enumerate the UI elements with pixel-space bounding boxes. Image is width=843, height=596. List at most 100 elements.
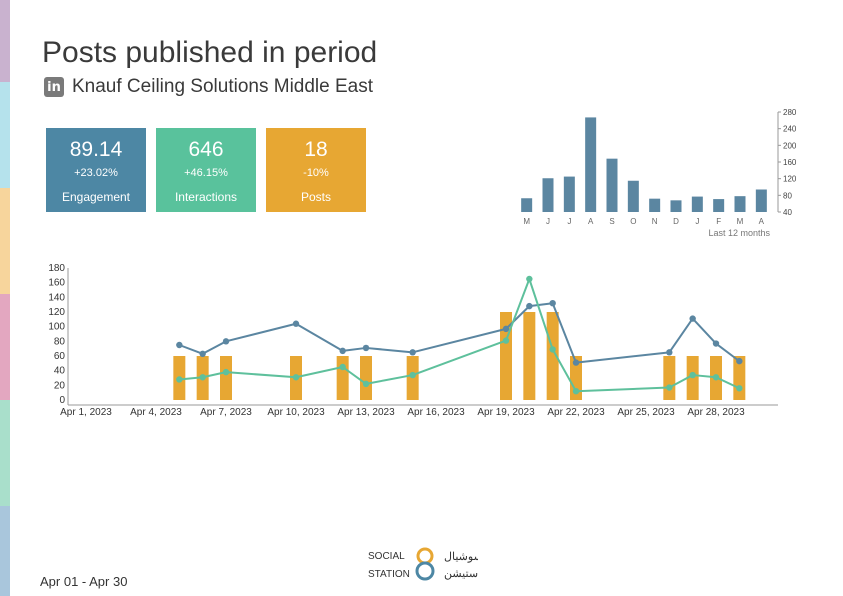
color-stripe — [0, 0, 10, 82]
series-point — [549, 346, 556, 353]
y-tick-label: 180 — [48, 263, 65, 274]
post-bar — [733, 356, 746, 400]
x-tick-label: D — [673, 217, 679, 226]
kpi-value: 18 — [304, 138, 328, 161]
kpi-posts: 18 -10% Posts — [266, 128, 366, 212]
logo-mark: SOCIAL STATION سوشيال ستيشن — [368, 547, 483, 581]
x-tick-label: J — [695, 217, 699, 226]
post-bar — [360, 356, 372, 400]
kpi-interactions: 646 +46.15% Interactions — [156, 128, 256, 212]
x-tick-label: Apr 4, 2023 — [130, 407, 182, 418]
bar — [585, 117, 597, 212]
y-tick-label: 160 — [783, 158, 797, 167]
series-point — [362, 344, 370, 352]
x-tick-label: Apr 10, 2023 — [267, 407, 325, 418]
series-point — [666, 384, 673, 391]
post-bar — [196, 356, 209, 400]
post-bar — [500, 312, 512, 400]
series-point — [502, 337, 510, 344]
y-tick-label: 60 — [54, 351, 66, 362]
series-point — [292, 374, 300, 381]
y-tick-label: 140 — [48, 292, 65, 303]
kpi-label: Posts — [300, 190, 331, 204]
post-bar — [663, 356, 676, 400]
logo-text-2: STATION — [368, 569, 410, 580]
x-tick-label: Apr 22, 2023 — [547, 407, 605, 418]
kpi-change: +46.15% — [184, 167, 228, 179]
x-tick-label: Apr 13, 2023 — [337, 407, 395, 418]
x-tick-label: M — [737, 217, 744, 226]
series-point — [736, 385, 743, 392]
x-tick-label: Apr 28, 2023 — [687, 407, 745, 418]
kpi-engagement: 89.14 +23.02% Engagement — [46, 128, 146, 212]
series-point — [712, 374, 720, 381]
bar — [670, 200, 682, 212]
series-point — [409, 371, 416, 379]
x-tick-label: M — [523, 217, 530, 226]
logo-arabic-2: ستيشن — [444, 568, 478, 580]
bar — [606, 158, 618, 212]
bar — [563, 176, 575, 212]
post-bar — [523, 312, 536, 400]
series-point — [199, 350, 206, 357]
y-tick-label: 280 — [783, 108, 797, 117]
y-tick-label: 40 — [54, 366, 66, 377]
bar — [713, 199, 725, 212]
series-point — [222, 338, 230, 345]
x-tick-label: A — [588, 217, 594, 226]
y-tick-label: 0 — [59, 395, 65, 406]
kpi-label: Interactions — [174, 190, 238, 204]
series-point — [736, 357, 743, 365]
account-label: Knauf Ceiling Solutions Middle East — [72, 76, 374, 97]
series-point — [339, 363, 346, 371]
kpi-change: +23.02% — [74, 167, 118, 179]
post-bar — [336, 356, 349, 400]
x-tick-label: S — [609, 217, 614, 226]
post-bar — [546, 312, 559, 400]
x-tick-label: Apr 25, 2023 — [617, 407, 675, 418]
y-tick-label: 120 — [783, 175, 797, 184]
kpi-value: 89.14 — [69, 138, 123, 161]
series-point — [666, 349, 673, 356]
series-point — [409, 349, 416, 356]
logo-ring-bottom — [415, 561, 435, 581]
y-tick-label: 100 — [48, 322, 65, 333]
bar — [521, 198, 533, 212]
bar — [734, 196, 746, 212]
x-tick-label: Apr 7, 2023 — [200, 407, 252, 418]
bar — [627, 180, 639, 212]
x-tick-label: N — [652, 217, 658, 226]
series-point — [689, 371, 696, 379]
social-station-logo: SOCIAL STATION سوشيال ستيشن — [368, 546, 483, 585]
color-stripe — [0, 506, 10, 596]
series-point — [526, 275, 533, 283]
post-bar — [173, 356, 186, 400]
post-bar — [570, 356, 582, 400]
series-point — [572, 359, 580, 366]
series-point — [712, 340, 720, 347]
y-tick-label: 20 — [54, 380, 66, 391]
color-stripe — [0, 294, 10, 400]
color-stripe — [0, 188, 10, 294]
y-tick-label: 120 — [48, 307, 65, 318]
x-tick-label: A — [759, 217, 765, 226]
bar — [542, 178, 554, 212]
y-tick-label: 160 — [48, 278, 65, 289]
color-stripe — [0, 82, 10, 188]
logo-text-1: SOCIAL — [368, 551, 405, 562]
post-bar — [290, 356, 302, 400]
y-tick-label: 200 — [783, 141, 797, 150]
post-bar — [710, 356, 722, 400]
x-tick-label: J — [567, 217, 571, 226]
series-line-2 — [179, 278, 740, 393]
x-tick-label: Apr 1, 2023 — [60, 407, 112, 418]
kpi-change: -10% — [303, 167, 329, 179]
kpi-label: Engagement — [61, 190, 131, 204]
series-point — [689, 315, 696, 322]
color-stripe — [0, 400, 10, 506]
series-point — [572, 388, 580, 395]
account-name: in Knauf Ceiling Solutions Middle East — [44, 76, 373, 98]
x-tick-label: J — [546, 217, 550, 226]
series-line-1 — [178, 302, 740, 364]
series-point — [292, 320, 300, 327]
